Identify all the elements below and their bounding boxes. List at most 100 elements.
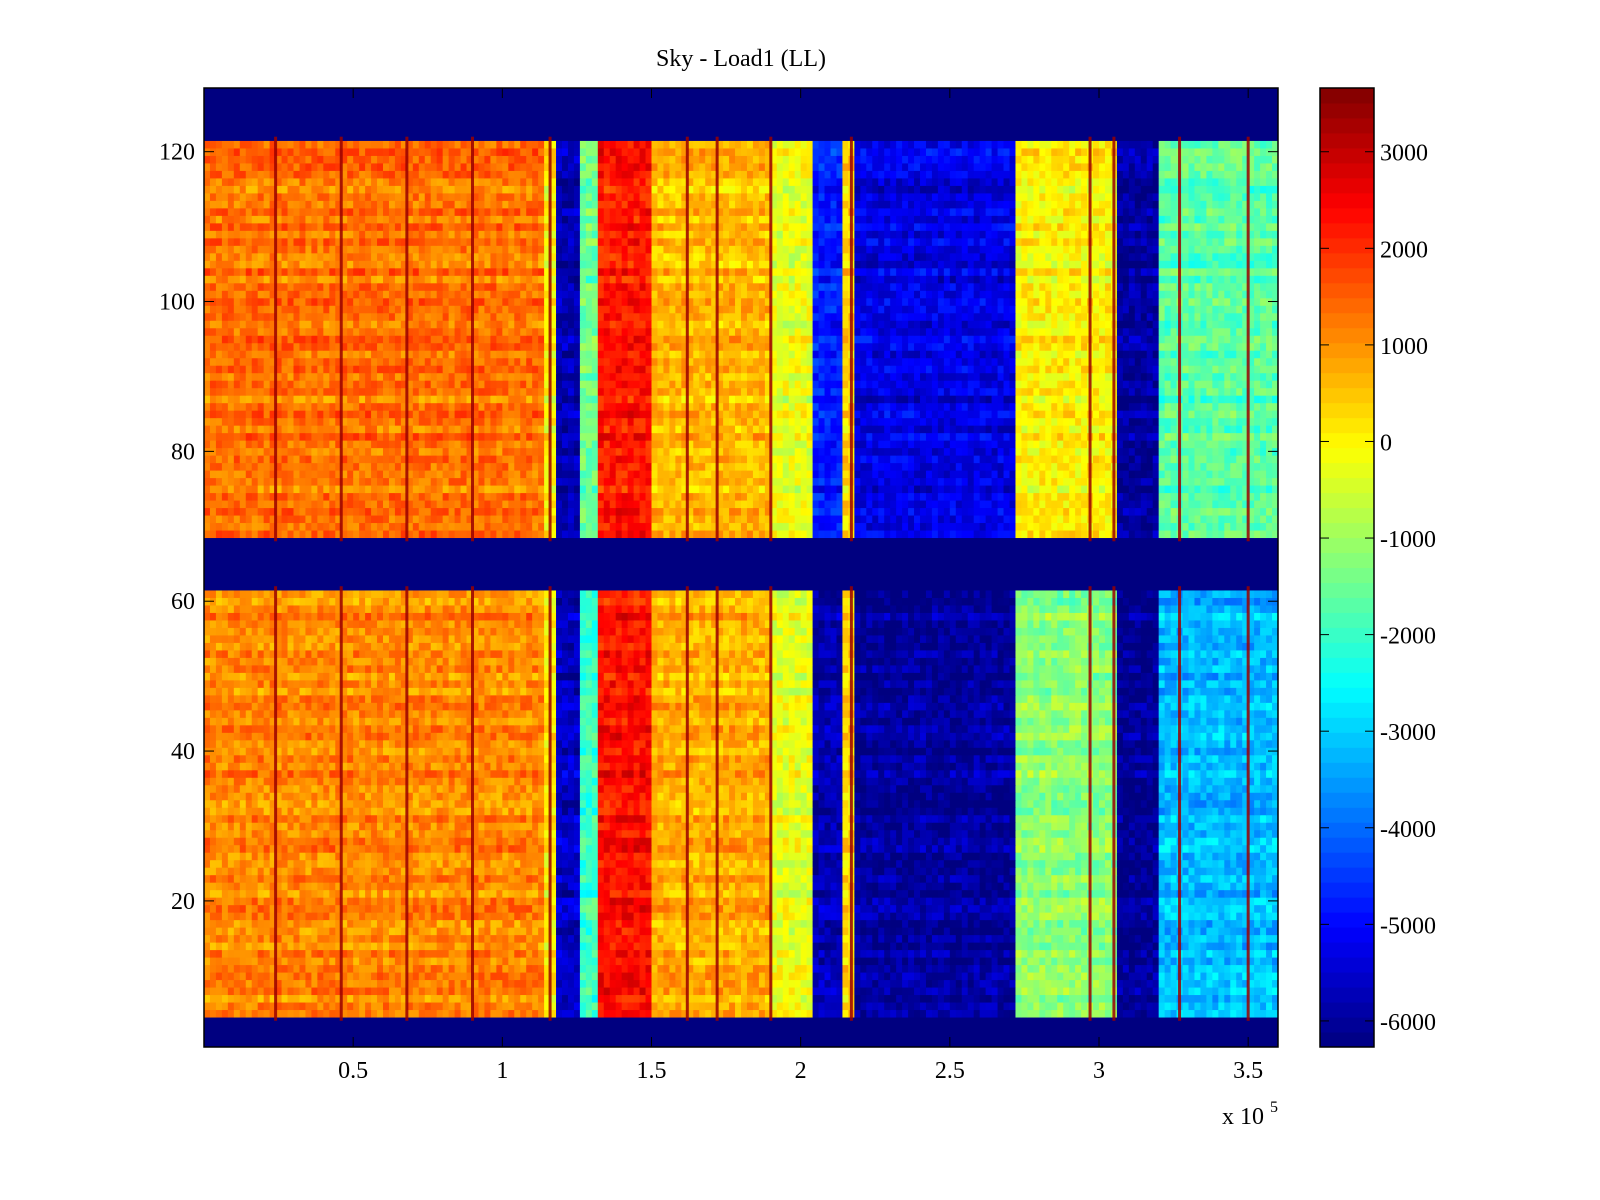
heatmap-cell [824,927,831,936]
heatmap-cell [860,829,867,838]
heatmap-cell [591,979,599,988]
heatmap-cell [263,882,271,891]
heatmap-cell [221,919,229,928]
heatmap-cell [209,852,217,861]
heatmap-cell [681,964,688,973]
heatmap-cell [412,1009,420,1018]
heatmap-cell [436,949,444,958]
heatmap-cell [233,1009,241,1018]
heatmap-cell [281,957,289,966]
heatmap-cell [1206,964,1213,973]
heatmap-cell [1206,927,1213,936]
heatmap-cell [538,867,545,876]
heatmap-cell [1128,822,1136,831]
heatmap-cell [1206,822,1213,831]
heatmap-cell [353,994,360,1003]
heatmap-cell [866,867,873,876]
heatmap-cell [896,912,903,921]
heatmap-cell [221,994,229,1003]
heatmap-cell [1158,994,1166,1003]
heatmap-cell [227,889,235,898]
heatmap-cell [741,904,748,913]
heatmap-cell [973,949,981,958]
heatmap-cell [1081,1002,1088,1011]
heatmap-cell [1122,949,1130,958]
heatmap-cell [263,859,271,868]
heatmap-cell [699,904,706,913]
heatmap-cell [311,942,318,951]
heatmap-cell [627,994,635,1003]
heatmap-cell [293,867,300,876]
heatmap-cell [430,912,438,921]
heatmap-cell [1045,979,1052,988]
heatmap-cell [514,867,521,876]
heatmap-cell [818,889,826,898]
heatmap-cell [1242,972,1249,981]
heatmap-cell [621,972,629,981]
heatmap-cell [1254,874,1261,883]
heatmap-masked-row [204,1032,1278,1041]
heatmap-cell [1140,1009,1148,1018]
heatmap-cell [842,927,849,936]
heatmap-cell [347,897,354,906]
heatmap-cell [562,867,569,876]
heatmap-cell [550,882,557,891]
heatmap-cell [794,882,802,891]
heatmap-cell [752,844,760,853]
heatmap-cell [884,949,891,958]
heatmap-cell [687,867,694,876]
heatmap-cell [609,919,617,928]
heatmap-cell [794,957,802,966]
heatmap-cell [1194,859,1201,868]
heatmap-cell [532,867,539,876]
heatmap-cell [752,949,760,958]
heatmap-cell [1134,852,1142,861]
heatmap-cell [1093,867,1100,876]
heatmap-cell [1128,867,1136,876]
heatmap-cell [215,1009,223,1018]
heatmap-cell [353,1002,360,1011]
heatmap-cell [890,889,897,898]
heatmap-cell [245,942,253,951]
heatmap-cell [920,949,927,958]
heatmap-cell [735,807,742,816]
heatmap-cell [842,814,849,823]
heatmap-cell [1236,1002,1243,1011]
heatmap-cell [1051,912,1058,921]
heatmap-cell [1128,942,1136,951]
heatmap-cell [388,994,396,1003]
heatmap-cell [1206,942,1213,951]
heatmap-cell [1015,994,1022,1003]
heatmap-cell [490,927,497,936]
heatmap-cell [770,829,778,838]
heatmap-cell [603,949,611,958]
heatmap-cell [418,889,426,898]
heatmap-cell [359,979,366,988]
heatmap-cell [1116,957,1124,966]
heatmap-cell [377,957,384,966]
heatmap-cell [442,897,450,906]
heatmap-cell [329,882,336,891]
heatmap-cell [520,814,527,823]
heatmap-cell [663,994,670,1003]
heatmap-cell [293,927,300,936]
heatmap-cell [311,912,318,921]
heatmap-cell [1164,942,1172,951]
heatmap-cell [394,919,402,928]
heatmap-cell [466,927,473,936]
heatmap-cell [377,904,384,913]
heatmap-cell [1152,979,1160,988]
heatmap-cell [1140,972,1148,981]
heatmap-cell [424,807,432,816]
heatmap-cell [1075,927,1082,936]
heatmap-cell [854,807,861,816]
heatmap-cell [961,814,969,823]
heatmap-cell [394,994,402,1003]
heatmap-cell [1170,957,1178,966]
heatmap-cell [514,889,521,898]
heatmap-cell [1170,934,1178,943]
heatmap-cell [406,927,414,936]
heatmap-cell [782,949,790,958]
heatmap-cell [949,979,957,988]
heatmap-cell [1146,972,1154,981]
